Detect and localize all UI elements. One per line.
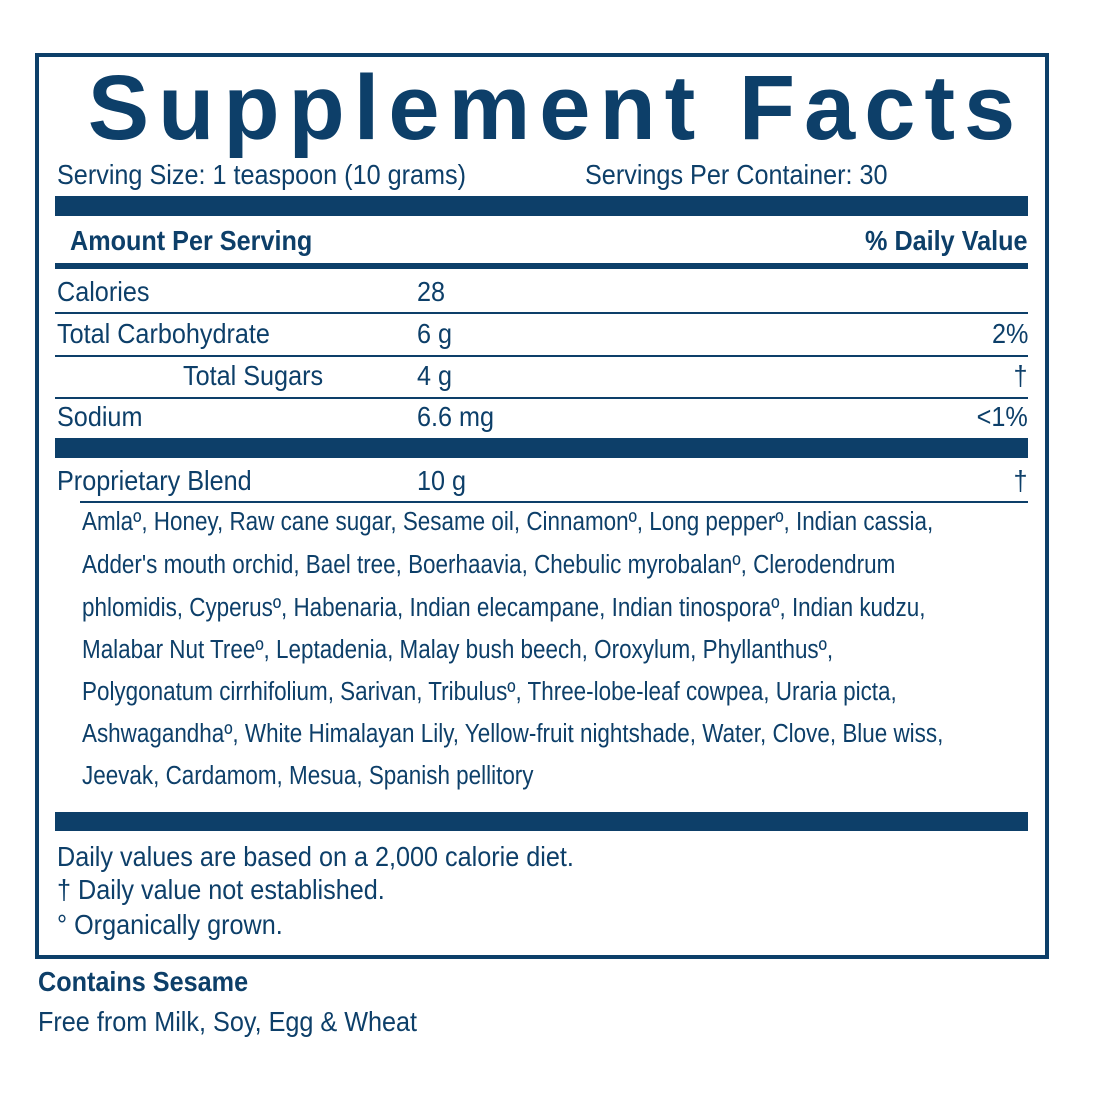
row-divider: [55, 355, 1028, 357]
footnote-organic: ° Organically grown.: [57, 909, 283, 940]
medium-divider: [55, 263, 1028, 269]
nutrient-amount: 6.6 mg: [417, 401, 495, 432]
free-from-statement: Free from Milk, Soy, Egg & Wheat: [38, 1006, 418, 1037]
row-divider: [55, 312, 1028, 314]
thick-divider: [55, 812, 1028, 831]
servings-per-container: Servings Per Container: 30: [585, 159, 888, 190]
row-divider: [55, 397, 1028, 399]
footnote-daily-values: Daily values are based on a 2,000 calori…: [57, 841, 574, 872]
ingredient-line: Amlaº, Honey, Raw cane sugar, Sesame oil…: [82, 508, 934, 536]
blend-amount: 10 g: [417, 465, 467, 496]
daily-value-header: % Daily Value: [865, 225, 1028, 256]
nutrient-name: Sodium: [57, 401, 143, 432]
nutrient-dv: <1%: [976, 401, 1028, 432]
nutrient-name: Total Carbohydrate: [57, 318, 270, 349]
blend-dv: †: [1013, 465, 1028, 496]
row-divider: [80, 501, 1028, 503]
ingredient-line: Jeevak, Cardamom, Mesua, Spanish pellito…: [82, 762, 534, 790]
ingredient-line: Adder's mouth orchid, Bael tree, Boerhaa…: [82, 551, 896, 579]
nutrient-amount: 6 g: [417, 318, 453, 349]
nutrient-amount: 4 g: [417, 360, 453, 391]
serving-size: Serving Size: 1 teaspoon (10 grams): [57, 159, 467, 190]
ingredient-line: Malabar Nut Treeº, Leptadenia, Malay bus…: [82, 636, 834, 664]
ingredient-line: Ashwagandhaº, White Himalayan Lily, Yell…: [82, 720, 944, 748]
nutrient-name: Calories: [57, 276, 150, 307]
blend-name: Proprietary Blend: [57, 465, 252, 496]
label-frame: [35, 53, 1049, 959]
footnote-dagger: † Daily value not established.: [57, 874, 385, 905]
ingredient-line: phlomidis, Cyperusº, Habenaria, Indian e…: [82, 594, 926, 622]
label-title: Supplement Facts: [87, 57, 1025, 159]
nutrient-amount: 28: [417, 276, 446, 307]
allergen-statement: Contains Sesame: [38, 966, 249, 997]
nutrient-dv: 2%: [991, 318, 1028, 349]
ingredient-line: Polygonatum cirrhifolium, Sarivan, Tribu…: [82, 678, 897, 706]
nutrient-dv: †: [1013, 360, 1028, 391]
thick-divider: [55, 196, 1028, 216]
nutrient-name: Total Sugars: [183, 360, 324, 391]
thick-divider: [55, 438, 1028, 458]
amount-per-serving-header: Amount Per Serving: [70, 225, 313, 256]
